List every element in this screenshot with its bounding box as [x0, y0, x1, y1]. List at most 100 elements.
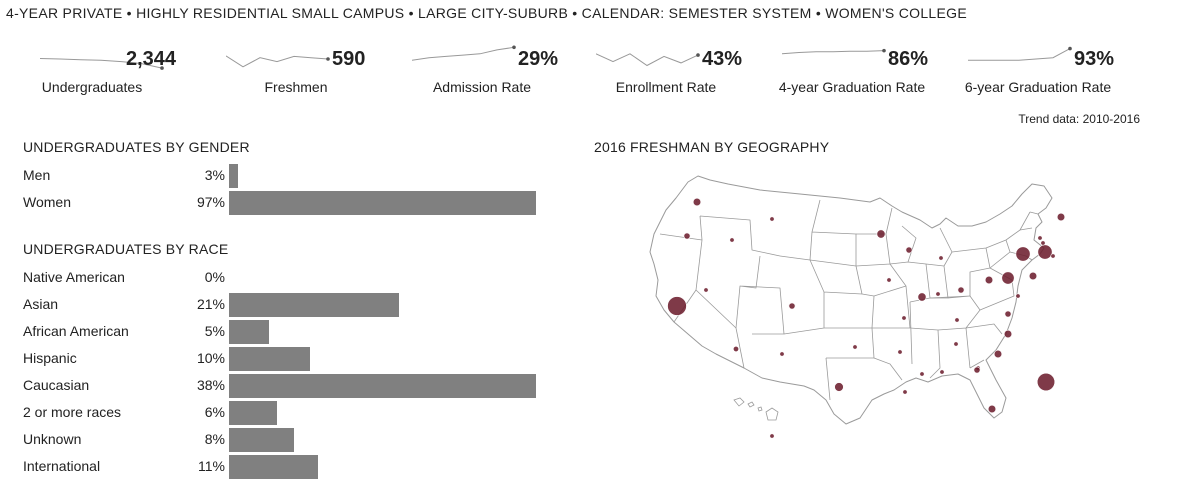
bar: [229, 293, 399, 317]
sparkline-endpoint: [160, 66, 164, 70]
state-bubble-mi: [938, 255, 944, 261]
bar-row: Hispanic 10%: [22, 346, 542, 371]
state-borders-west: [659, 215, 785, 369]
state-bubble-ok: [852, 344, 858, 350]
bar-category-label: Unknown: [23, 431, 82, 447]
state-borders-south: [909, 295, 1003, 379]
state-bubble-fl-s: [987, 404, 997, 414]
bar-category-label: 2 or more races: [23, 404, 122, 420]
freshmen-sparkline: [226, 55, 330, 68]
state-bubble-ri: [1050, 253, 1056, 259]
sparkline-endpoint: [512, 45, 516, 50]
sparkline-line: [968, 48, 1071, 61]
bar-value-label: 3%: [204, 167, 225, 183]
us-mainland-outline: [649, 175, 1053, 425]
state-bubble-tn: [953, 341, 959, 347]
stat-admission-rate: 29% Admission Rate: [392, 44, 572, 102]
stat-value: 93%: [1074, 48, 1115, 70]
bar-value-label: 8%: [204, 431, 225, 447]
bar: [229, 347, 310, 371]
state-bubble-ms: [919, 371, 925, 377]
stat-label: 6-year Graduation Rate: [964, 79, 1112, 95]
bar: [229, 191, 536, 215]
bar: [229, 374, 536, 398]
bar-row: Asian 21%: [22, 292, 542, 317]
stat-label: Freshmen: [264, 79, 328, 95]
state-bubble-tx: [834, 382, 844, 392]
bar-value-label: 0%: [204, 269, 225, 285]
bar-row: African American 5%: [22, 319, 542, 344]
state-bubble-de: [1015, 293, 1021, 299]
bar-row: Women 97%: [22, 190, 542, 215]
state-bubble-al: [939, 369, 945, 375]
bar-value-label: 21%: [196, 296, 225, 312]
state-bubble-md: [1004, 310, 1012, 318]
stat-value: 590: [332, 48, 366, 70]
bar-value-label: 38%: [196, 377, 225, 393]
state-bubble-ar: [897, 349, 903, 355]
state-bubble-oh: [957, 286, 965, 294]
sparkline-line: [596, 53, 699, 67]
bar-category-label: African American: [23, 323, 129, 339]
sparkline-line: [782, 50, 885, 55]
stat-label: Admission Rate: [432, 79, 532, 95]
bar-value-label: 5%: [204, 323, 225, 339]
state-bubble-il: [917, 292, 927, 302]
state-bubble-nm: [779, 351, 785, 357]
state-bubble-ny: [1015, 246, 1031, 262]
stat-value: 86%: [888, 48, 929, 70]
bar: [229, 455, 318, 479]
state-bubble-nh: [1040, 240, 1046, 246]
gender-section-title: UNDERGRADUATES BY GENDER: [23, 139, 250, 155]
bar-value-label: 11%: [198, 458, 225, 474]
sparkline-endpoint: [696, 53, 700, 57]
state-bubble-nc: [993, 349, 1003, 359]
state-bubble-ca: [667, 296, 687, 316]
stat-value: 43%: [702, 48, 743, 70]
state-bubble-wi: [905, 246, 913, 254]
bar-value-label: 10%: [196, 350, 225, 366]
stat-4-year-graduation-rate: 86% 4-year Graduation Rate: [762, 44, 942, 102]
bar-category-label: Men: [23, 167, 51, 183]
state-bubble-mt: [769, 216, 775, 222]
state-bubble-va: [1003, 329, 1013, 339]
bar-value-label: 6%: [204, 404, 225, 420]
bar: [229, 401, 278, 425]
enrollment-rate-sparkline: [596, 53, 700, 67]
state-bubble-ia: [886, 277, 892, 283]
state-bubble-or: [683, 232, 691, 240]
state-borders-central: [779, 199, 903, 401]
geography-section-title: 2016 FRESHMAN BY GEOGRAPHY: [594, 139, 830, 155]
sparkline-line: [412, 46, 515, 61]
stat-undergraduates: 2,344 Undergraduates: [20, 44, 200, 102]
state-bubble-ga: [973, 366, 981, 374]
race-section-title: UNDERGRADUATES BY RACE: [23, 241, 229, 257]
4-year-graduation-sparkline: [782, 48, 886, 55]
bar-row: International 11%: [22, 454, 542, 479]
state-bubble-ma: [1037, 244, 1053, 260]
stat-label: Undergraduates: [41, 79, 143, 95]
state-bubble-mn: [876, 229, 886, 239]
state-bubble-co: [788, 302, 796, 310]
stat-label: Enrollment Rate: [615, 79, 717, 95]
bar-category-label: Asian: [23, 296, 59, 312]
6-year-graduation-sparkline: [968, 46, 1072, 61]
us-geography-map: [649, 175, 1066, 439]
bar: [229, 320, 270, 344]
sparkline-endpoint: [326, 57, 330, 61]
state-bubble-ky: [954, 317, 960, 323]
state-bubble-az: [733, 346, 739, 352]
state-bubble-ct: [1028, 271, 1038, 281]
college-summary: 4-YEAR PRIVATE • HIGHLY RESIDENTIAL SMAL…: [6, 5, 967, 21]
bar-row: Men 3%: [22, 163, 542, 188]
stat-freshmen: 590 Freshmen: [206, 44, 386, 102]
alaska-islands: [733, 397, 779, 421]
state-bubble-wa: [692, 197, 702, 207]
state-bubble-hi: [769, 433, 775, 439]
sparkline-endpoint: [882, 48, 886, 53]
stat-value: 2,344: [126, 48, 177, 70]
bar-category-label: Women: [23, 194, 71, 210]
trend-note: Trend data: 2010-2016: [1018, 112, 1140, 126]
bar-value-label: 97%: [196, 194, 225, 210]
bar-category-label: International: [23, 458, 101, 474]
